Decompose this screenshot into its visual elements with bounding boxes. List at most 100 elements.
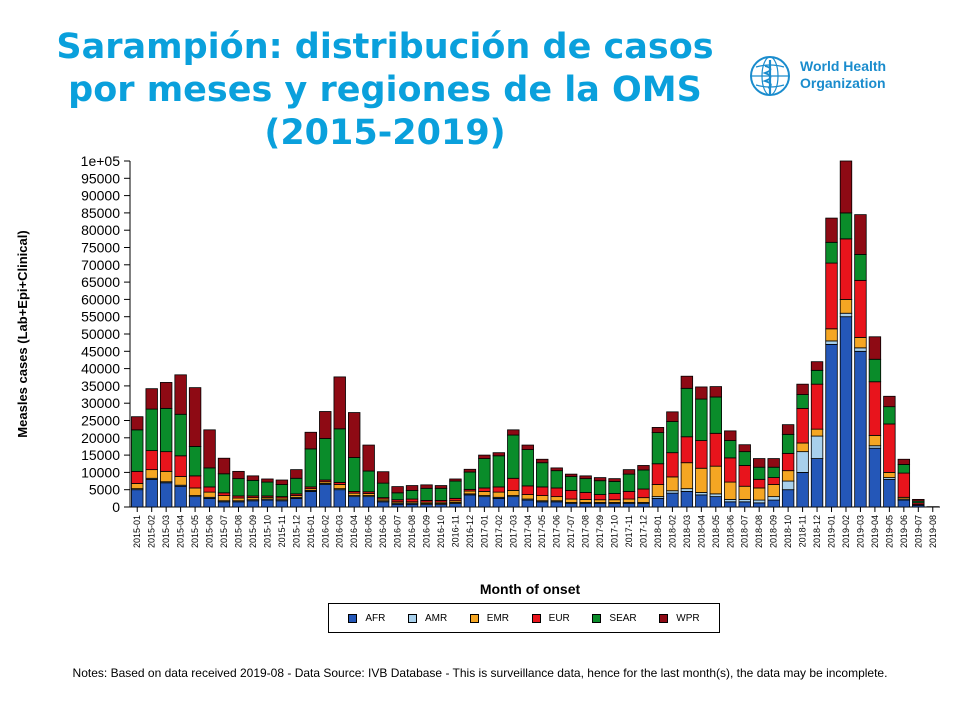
bar-segment-afr: [145, 478, 158, 508]
bar-segment-eur: [839, 238, 853, 300]
bar-segment-emr: [810, 428, 824, 437]
bar-segment-wpr: [478, 454, 491, 459]
bar-segment-afr: [131, 489, 144, 508]
x-tick-label: 2017-10: [610, 515, 620, 548]
bar-segment-wpr: [261, 478, 274, 483]
x-tick-label: 2018-04: [696, 515, 706, 548]
bar-segment-sear: [608, 480, 621, 494]
bar-segment-emr: [608, 499, 621, 503]
bar-segment-emr: [695, 467, 708, 493]
x-tick-label: 2016-05: [364, 515, 374, 548]
y-tick-label: 50000: [81, 326, 120, 342]
legend-swatch: [659, 613, 669, 623]
x-tick-label: 2015-04: [176, 515, 186, 548]
bar-segment-sear: [174, 413, 187, 457]
x-tick-label: 2016-04: [349, 515, 359, 548]
x-tick-label: 2019-01: [827, 515, 837, 548]
bar-segment-sear: [131, 429, 144, 472]
bar-segment-wpr: [695, 386, 708, 400]
bar-segment-emr: [767, 484, 780, 498]
bar-segment-emr: [174, 476, 187, 486]
bar-segment-sear: [478, 458, 491, 489]
legend-label: AMR: [424, 612, 448, 624]
bar-segment-wpr: [579, 475, 592, 480]
bar-segment-sear: [333, 428, 346, 483]
bar-segment-sear: [810, 369, 824, 385]
bar-segment-afr: [463, 494, 477, 508]
bar-segment-afr: [275, 500, 289, 508]
x-tick-label: 2016-06: [378, 515, 388, 548]
bar-segment-afr: [796, 471, 809, 508]
bar-segment-emr: [550, 496, 563, 502]
bar-segment-eur: [564, 489, 578, 500]
bar-segment-sear: [521, 449, 534, 487]
bar-segment-eur: [608, 493, 621, 501]
bar-segment-amr: [781, 480, 795, 491]
y-tick-label: 20000: [81, 430, 120, 446]
bar-segment-wpr: [550, 467, 563, 472]
x-tick-label: 2019-08: [928, 515, 938, 548]
bar-segment-amr: [839, 312, 853, 318]
bar-segment-sear: [275, 484, 289, 498]
bar-segment-afr: [680, 491, 694, 508]
bar-segment-afr: [348, 496, 361, 508]
bar-segment-sear: [405, 489, 419, 500]
x-tick-label: 2017-04: [523, 515, 533, 548]
legend-swatch: [469, 613, 479, 623]
bar-segment-wpr: [637, 465, 650, 471]
bar-segment-emr: [868, 434, 882, 447]
title-line-1: Sarampión: distribución de casos: [56, 27, 714, 67]
legend-item-wpr: WPR: [659, 613, 700, 624]
bar-segment-wpr: [564, 473, 578, 477]
bar-segment-afr: [319, 484, 332, 508]
bar-segment-sear: [304, 448, 317, 488]
bar-segment-afr: [709, 496, 722, 508]
bar-segment-afr: [492, 497, 506, 508]
x-tick-label: 2018-01: [653, 515, 663, 548]
legend-item-amr: AMR: [407, 612, 448, 624]
bar-segment-wpr: [593, 477, 607, 482]
bar-segment-wpr: [275, 479, 289, 485]
bar-segment-amr: [810, 435, 824, 459]
bar-segment-eur: [521, 485, 534, 495]
bar-segment-sear: [232, 478, 245, 497]
bar-segment-eur: [666, 452, 679, 478]
y-tick-label: 0: [112, 499, 120, 515]
bar-segment-wpr: [839, 160, 853, 214]
bar-segment-amr: [854, 347, 867, 352]
bar-segment-sear: [767, 466, 780, 478]
legend-swatch: [531, 613, 541, 623]
bar-segment-eur: [217, 492, 231, 496]
legend-label: SEAR: [609, 612, 637, 624]
bar-segment-eur: [492, 486, 506, 493]
bar-segment-eur: [536, 486, 549, 496]
bar-segment-wpr: [376, 471, 390, 484]
bar-segment-eur: [131, 470, 144, 484]
bar-segment-afr: [232, 501, 245, 508]
x-axis-label: Month of onset: [480, 581, 581, 597]
y-tick-label: 60000: [81, 291, 120, 307]
bar-segment-wpr: [159, 382, 173, 409]
x-tick-label: 2018-05: [711, 515, 721, 548]
bar-segment-afr: [883, 478, 896, 508]
bar-segment-wpr: [232, 470, 245, 480]
bar-segment-wpr: [492, 452, 506, 457]
bar-segment-emr: [579, 498, 592, 503]
bar-segment-sear: [724, 440, 737, 459]
bar-segment-wpr: [188, 387, 202, 447]
bar-segment-wpr: [217, 457, 231, 475]
bar-segment-eur: [738, 465, 751, 487]
y-tick-label: 5000: [89, 482, 120, 498]
bar-segment-eur: [507, 477, 520, 491]
legend-item-sear: SEAR: [592, 612, 637, 624]
bar-segment-eur: [883, 423, 896, 473]
bar-segment-wpr: [145, 388, 158, 410]
bar-segment-wpr: [666, 411, 679, 422]
bar-segment-sear: [449, 480, 462, 499]
bar-segment-emr: [709, 465, 722, 495]
bar-segment-afr: [839, 316, 853, 508]
bar-segment-emr: [593, 499, 607, 503]
x-tick-label: 2018-10: [783, 515, 793, 548]
bar-segment-emr: [507, 489, 520, 496]
bar-segment-sear: [680, 387, 694, 438]
